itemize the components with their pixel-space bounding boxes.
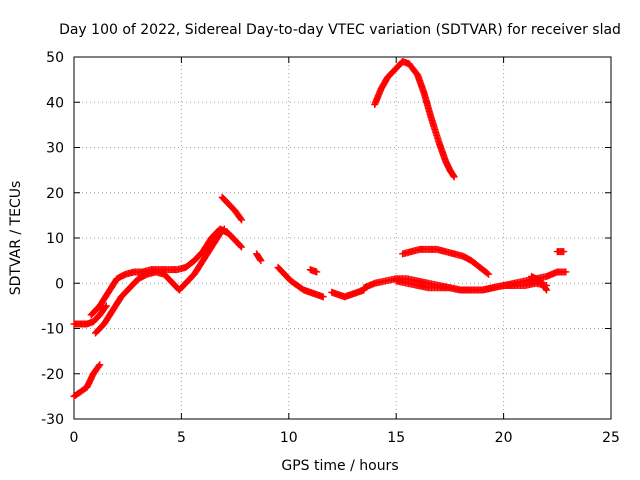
data-point	[543, 286, 551, 294]
x-tick-label: 20	[495, 430, 513, 446]
y-tick-label: 40	[46, 95, 64, 111]
data-point	[485, 270, 493, 278]
data-point	[238, 243, 246, 251]
data-point	[219, 226, 227, 234]
data-point	[95, 362, 103, 370]
data-point	[220, 225, 228, 233]
series-lower-left-arc	[70, 361, 104, 400]
series-middle-left	[274, 263, 327, 301]
series-upper-peak	[371, 58, 458, 181]
y-tick-label: 10	[46, 231, 64, 247]
series-left-flat	[70, 302, 110, 328]
y-tick-label: 20	[46, 186, 64, 202]
data-point	[313, 268, 321, 276]
y-tick-label: 30	[46, 141, 64, 157]
data-point	[560, 248, 568, 256]
y-tick-label: 50	[46, 50, 64, 66]
x-tick-label: 15	[387, 430, 405, 446]
data-point	[256, 255, 264, 263]
chart-grid	[74, 57, 611, 419]
x-tick-label: 0	[70, 430, 79, 446]
series-lower-rise	[91, 225, 228, 337]
chart-title: Day 100 of 2022, Sidereal Day-to-day VTE…	[59, 22, 621, 38]
data-point	[483, 269, 491, 277]
data-point	[450, 173, 458, 181]
y-tick-label: -30	[41, 412, 64, 428]
series-right-tail	[528, 272, 551, 294]
data-point	[257, 257, 265, 265]
series-small-segment	[253, 250, 265, 265]
y-tick-label: -10	[41, 322, 64, 338]
y-tick-label: -20	[41, 367, 64, 383]
data-point	[101, 303, 109, 311]
series-middle-floor	[328, 286, 368, 301]
x-tick-label: 25	[602, 430, 620, 446]
data-point	[236, 242, 244, 250]
data-point	[449, 172, 457, 180]
data-marks	[70, 58, 570, 400]
series-middle-small	[306, 266, 321, 276]
x-tick-label: 10	[280, 430, 298, 446]
data-point	[562, 268, 570, 276]
data-point	[96, 361, 104, 369]
series-mid-hump	[399, 245, 493, 278]
data-point	[238, 216, 246, 224]
x-axis-label: GPS time / hours	[281, 458, 398, 474]
series-upper-segment	[218, 193, 246, 224]
data-point	[319, 293, 327, 301]
data-point	[102, 302, 110, 310]
data-point	[237, 215, 245, 223]
y-axis-label: SDTVAR / TECUs	[8, 181, 24, 296]
data-point	[542, 285, 550, 293]
axis-ticks: 0 5 10 15 20 25 -30 -20 -10 0 10 20 30 40 50	[41, 50, 620, 446]
y-tick-label: 0	[55, 276, 64, 292]
x-tick-label: 5	[177, 430, 186, 446]
series-right-short	[553, 248, 568, 256]
series-main-rise	[87, 225, 246, 319]
